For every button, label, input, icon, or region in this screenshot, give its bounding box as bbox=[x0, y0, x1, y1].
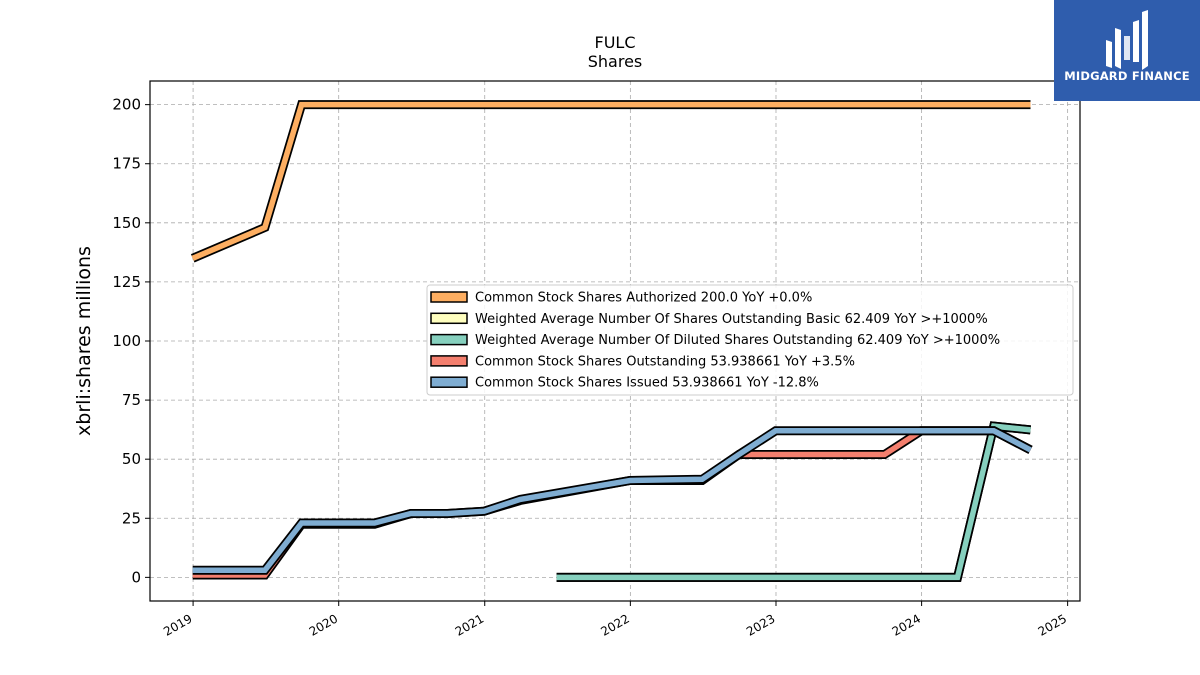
y-axis-label: xbrli:shares millions bbox=[73, 246, 95, 436]
legend-label: Weighted Average Number Of Diluted Share… bbox=[475, 333, 1000, 348]
y-tick-label: 175 bbox=[112, 155, 141, 173]
y-tick-label: 50 bbox=[122, 450, 141, 468]
series-layer bbox=[190, 100, 1033, 582]
y-tick-label: 75 bbox=[122, 391, 141, 409]
logo-text: MIDGARD FINANCE bbox=[1064, 69, 1190, 83]
y-tick-label: 0 bbox=[131, 568, 141, 586]
series-line bbox=[556, 421, 1031, 582]
logo-mark-icon bbox=[1106, 10, 1148, 70]
series-line-stroke bbox=[192, 428, 1032, 574]
legend-frame bbox=[426, 284, 1074, 396]
y-tick-label: 100 bbox=[112, 332, 141, 350]
legend-swatch bbox=[430, 312, 468, 325]
legend-label: Common Stock Shares Outstanding 53.93866… bbox=[475, 354, 855, 369]
series-line bbox=[190, 100, 1031, 263]
legend: Common Stock Shares Authorized 200.0 YoY… bbox=[426, 284, 1074, 396]
legend-label: Common Stock Shares Authorized 200.0 YoY… bbox=[475, 291, 812, 306]
legend-swatch bbox=[430, 291, 468, 303]
y-tick-label: 200 bbox=[112, 96, 141, 114]
series-line-stroke bbox=[191, 101, 1031, 261]
series-line-stroke bbox=[556, 423, 1031, 581]
legend-swatch bbox=[430, 333, 468, 346]
y-tick-label: 125 bbox=[112, 273, 141, 291]
series-line bbox=[192, 426, 1033, 575]
brand-logo: MIDGARD FINANCE bbox=[1054, 0, 1200, 101]
legend-label: Common Stock Shares Issued 53.938661 YoY… bbox=[475, 376, 819, 391]
y-tick-label: 25 bbox=[122, 509, 141, 527]
chart-title: FULC bbox=[595, 33, 636, 52]
y-tick-label: 150 bbox=[112, 214, 141, 232]
legend-label: Weighted Average Number Of Shares Outsta… bbox=[475, 312, 988, 327]
y-ticks: 0 25 50 75 100 125 150 175 200 bbox=[112, 96, 150, 586]
chart-subtitle: Shares bbox=[588, 52, 643, 71]
legend-swatch bbox=[430, 376, 468, 388]
legend-swatch bbox=[430, 355, 468, 367]
